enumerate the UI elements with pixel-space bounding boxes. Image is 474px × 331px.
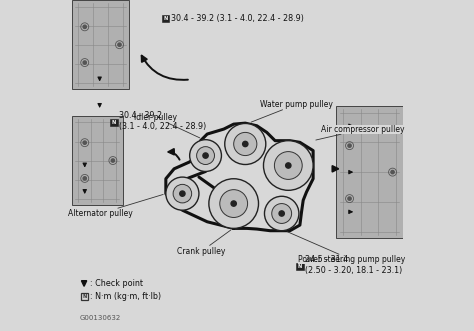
Circle shape — [279, 211, 284, 216]
Text: Air compressor pulley: Air compressor pulley — [316, 124, 405, 140]
Text: Crank pulley: Crank pulley — [177, 230, 231, 256]
Circle shape — [83, 25, 86, 28]
Circle shape — [220, 190, 247, 217]
Circle shape — [197, 147, 215, 165]
Text: N: N — [82, 294, 87, 299]
Circle shape — [225, 123, 266, 165]
Text: 24.5 - 31.4
(2.50 - 3.20, 18.1 - 23.1): 24.5 - 31.4 (2.50 - 3.20, 18.1 - 23.1) — [305, 255, 402, 274]
Text: N: N — [164, 16, 168, 21]
Circle shape — [264, 141, 313, 190]
Circle shape — [173, 184, 191, 203]
Text: 30.4 - 39.2 (3.1 - 4.0, 22.4 - 28.9): 30.4 - 39.2 (3.1 - 4.0, 22.4 - 28.9) — [171, 14, 304, 24]
Circle shape — [286, 163, 291, 168]
Circle shape — [234, 132, 257, 156]
Circle shape — [203, 153, 208, 158]
Circle shape — [83, 141, 86, 144]
Polygon shape — [82, 281, 87, 286]
Circle shape — [118, 43, 121, 46]
FancyBboxPatch shape — [72, 0, 129, 89]
Text: Water pump pulley: Water pump pulley — [251, 100, 333, 122]
Text: Power steering pump pulley: Power steering pump pulley — [288, 232, 405, 264]
Circle shape — [231, 201, 237, 206]
Circle shape — [180, 191, 185, 196]
Circle shape — [348, 197, 351, 200]
Text: N: N — [112, 120, 116, 125]
Circle shape — [243, 141, 248, 147]
Text: 30.4 - 39.2
(3.1 - 4.0, 22.4 - 28.9): 30.4 - 39.2 (3.1 - 4.0, 22.4 - 28.9) — [119, 111, 206, 130]
FancyBboxPatch shape — [296, 263, 303, 270]
Circle shape — [111, 159, 115, 162]
Circle shape — [391, 170, 394, 174]
Text: : N·m (kg·m, ft·lb): : N·m (kg·m, ft·lb) — [90, 292, 161, 301]
Circle shape — [264, 196, 299, 231]
FancyBboxPatch shape — [336, 106, 402, 238]
FancyBboxPatch shape — [72, 116, 123, 205]
Circle shape — [83, 61, 86, 64]
Circle shape — [274, 152, 302, 179]
FancyBboxPatch shape — [162, 15, 170, 22]
Circle shape — [209, 179, 258, 228]
Text: N: N — [298, 264, 302, 269]
Circle shape — [190, 140, 221, 171]
Circle shape — [83, 177, 86, 180]
Circle shape — [166, 177, 199, 210]
FancyBboxPatch shape — [110, 119, 118, 126]
Circle shape — [348, 144, 351, 147]
Text: G00130632: G00130632 — [80, 315, 121, 321]
Text: : Check point: : Check point — [90, 279, 143, 288]
Circle shape — [272, 204, 292, 223]
Text: Alternator pulley: Alternator pulley — [68, 194, 163, 218]
Text: Idler pulley: Idler pulley — [135, 113, 200, 138]
